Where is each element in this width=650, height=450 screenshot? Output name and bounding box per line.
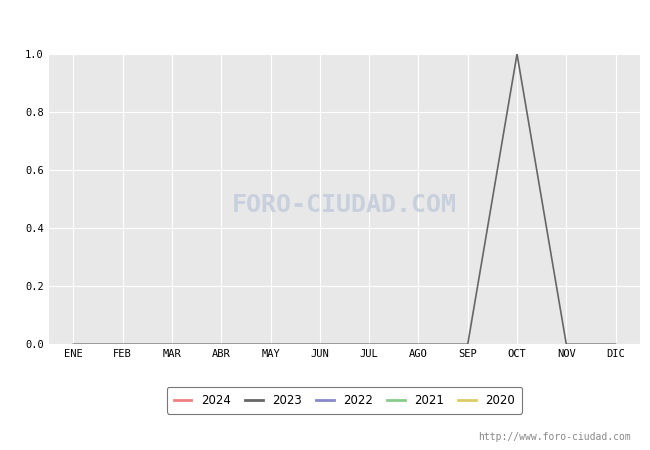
Text: http://www.foro-ciudad.com: http://www.foro-ciudad.com bbox=[478, 432, 630, 442]
Text: FORO-CIUDAD.COM: FORO-CIUDAD.COM bbox=[232, 193, 457, 217]
Text: Matriculaciones de Vehiculos en Cabezón de Cameros: Matriculaciones de Vehiculos en Cabezón … bbox=[84, 18, 566, 33]
Legend: 2024, 2023, 2022, 2021, 2020: 2024, 2023, 2022, 2021, 2020 bbox=[166, 387, 523, 414]
